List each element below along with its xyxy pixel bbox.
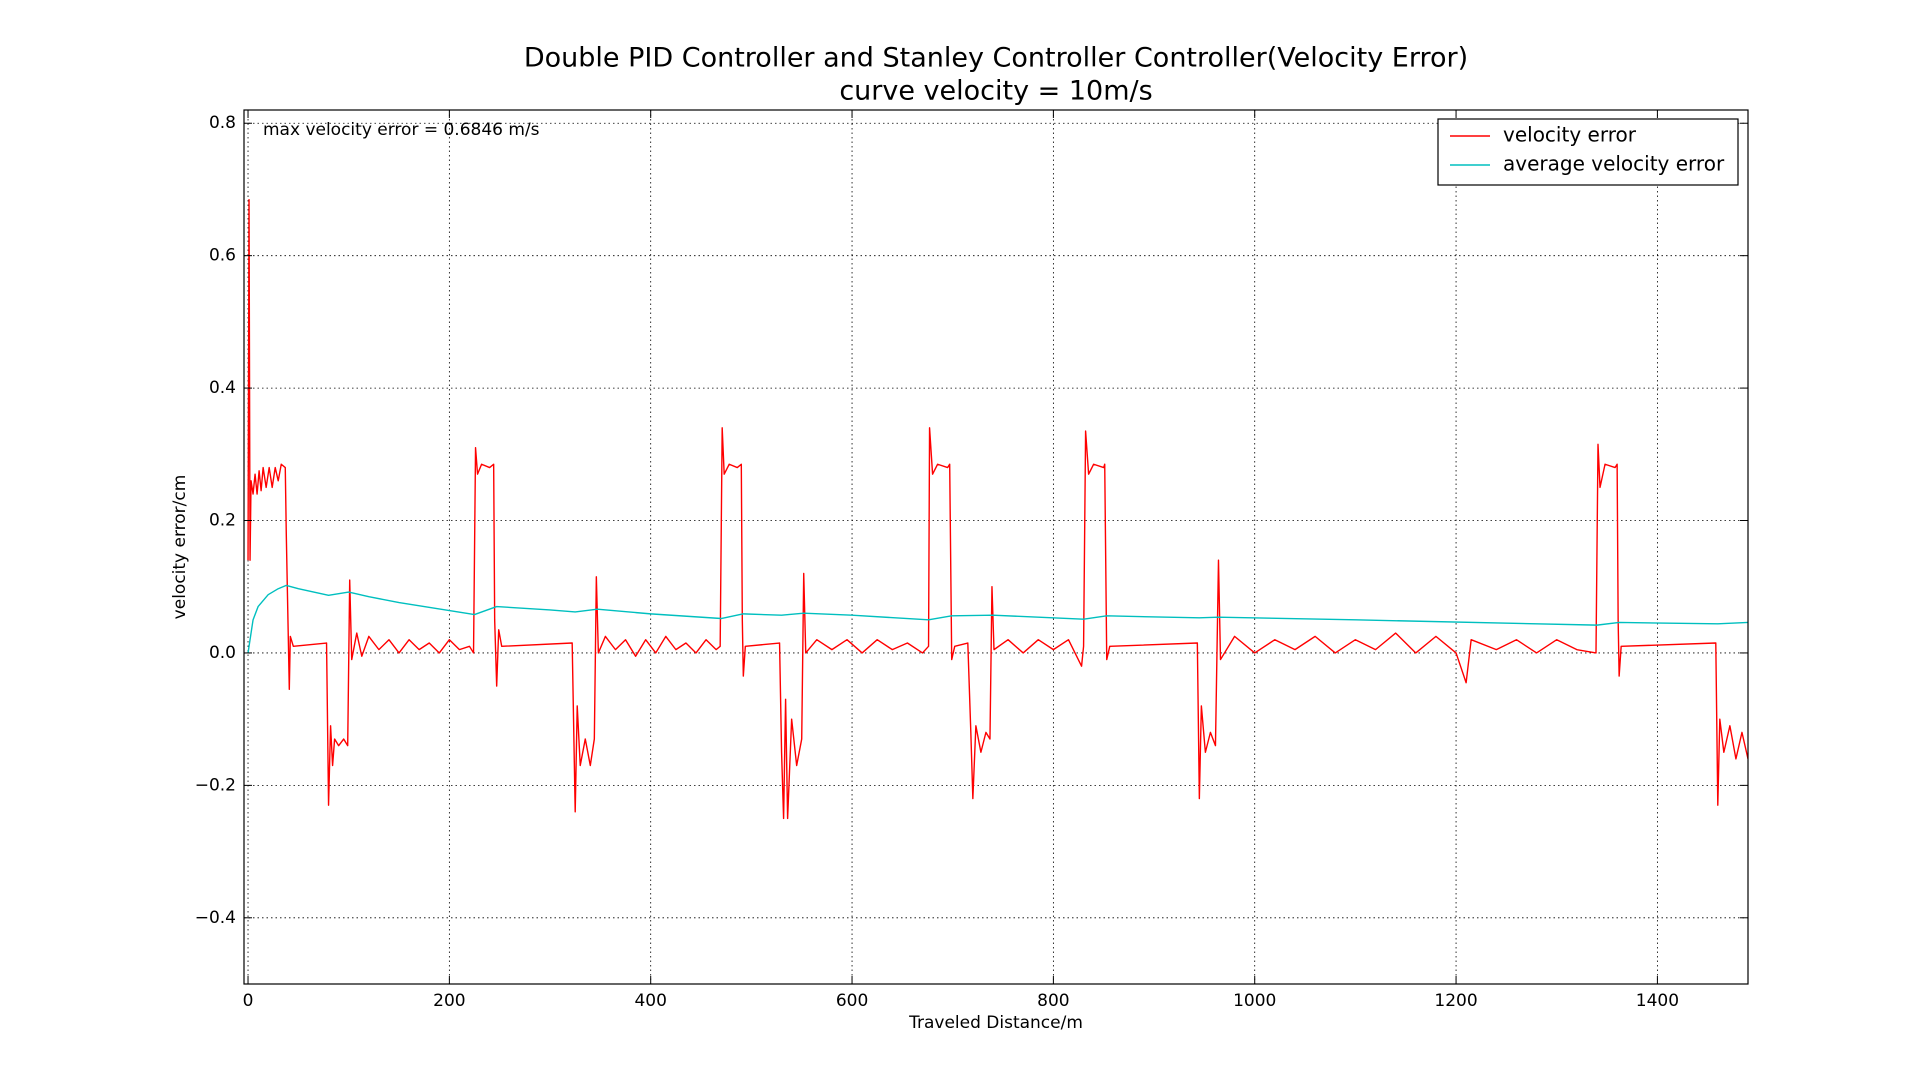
series-line — [247, 198, 1748, 820]
legend-label: average velocity error — [1503, 152, 1725, 176]
series-line — [247, 584, 1748, 654]
x-tick-label: 200 — [433, 991, 465, 1011]
x-tick-label: 1200 — [1434, 991, 1477, 1011]
y-tick-label: 0.4 — [209, 378, 236, 398]
plot-lines — [247, 198, 1748, 820]
x-tick-label: 600 — [836, 991, 868, 1011]
legend: velocity error average velocity error — [1437, 118, 1739, 186]
x-axis-label: Traveled Distance/m — [908, 1013, 1083, 1033]
x-tick-label: 1400 — [1636, 991, 1679, 1011]
grid — [244, 110, 1748, 984]
legend-box — [1437, 118, 1739, 186]
chart-title: Double PID Controller and Stanley Contro… — [524, 43, 1468, 74]
y-tick-label: 0.0 — [209, 643, 236, 663]
x-tick-label: 0 — [243, 991, 254, 1011]
x-tick-label: 800 — [1037, 991, 1069, 1011]
y-axis-label: velocity error/cm — [170, 475, 190, 620]
y-tick-label: −0.4 — [195, 908, 236, 928]
x-tick-label: 1000 — [1233, 991, 1276, 1011]
ticks: 0 200 400 600 800 1000 1200 1400 −0.4 −0.2 0.0 0.2 0… — [195, 110, 1748, 1011]
y-tick-label: 0.2 — [209, 511, 236, 531]
legend-label: velocity error — [1503, 123, 1637, 147]
y-tick-label: −0.2 — [195, 775, 236, 795]
annotation: max velocity error = 0.6846 m/s — [263, 120, 540, 140]
y-tick-label: 0.8 — [209, 113, 236, 133]
chart-subtitle: curve velocity = 10m/s — [839, 76, 1152, 107]
y-tick-label: 0.6 — [209, 246, 236, 266]
plot-frame — [243, 109, 1749, 985]
x-tick-label: 400 — [634, 991, 666, 1011]
